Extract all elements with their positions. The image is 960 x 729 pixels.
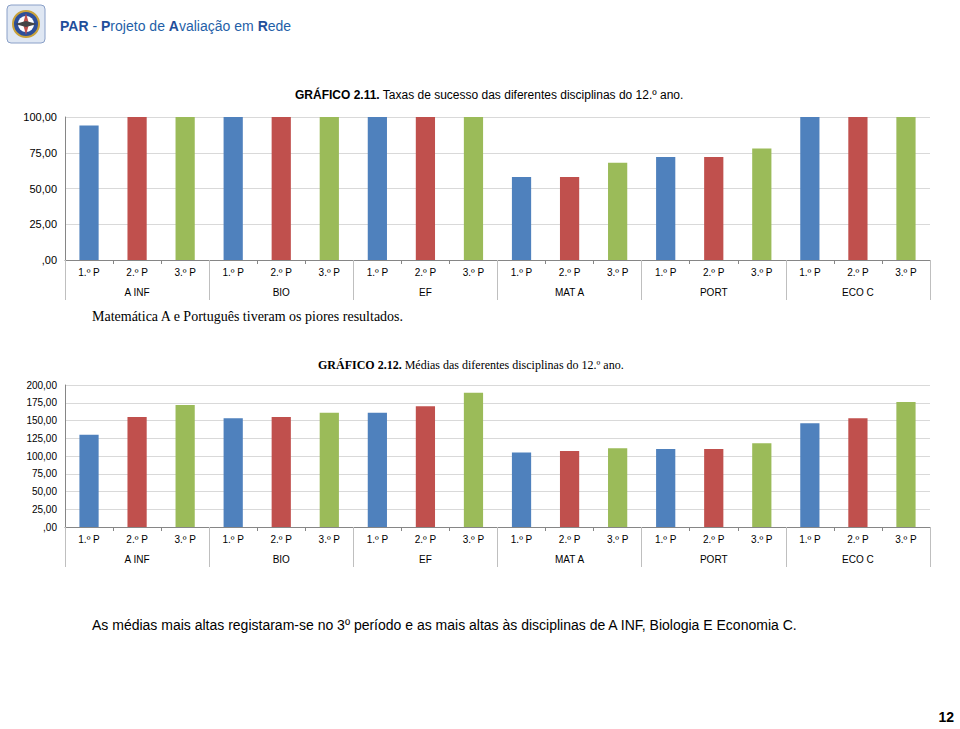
svg-text:2.º P: 2.º P xyxy=(126,534,148,545)
html-text:12: 12 xyxy=(938,709,954,725)
svg-text:PORT: PORT xyxy=(700,287,728,298)
svg-text:,00: ,00 xyxy=(43,522,57,533)
svg-text:175,00: 175,00 xyxy=(26,397,57,408)
svg-text:100,00: 100,00 xyxy=(26,451,57,462)
svg-text:100,00: 100,00 xyxy=(23,111,57,123)
svg-text:2.º P: 2.º P xyxy=(559,267,581,278)
svg-text:2.º P: 2.º P xyxy=(271,267,293,278)
svg-text:Médias das diferentes discipli: Médias das diferentes disciplinas do 12.… xyxy=(402,358,624,372)
svg-text:2.º P: 2.º P xyxy=(271,534,293,545)
svg-text:BIO: BIO xyxy=(273,554,290,565)
svg-text:2.º P: 2.º P xyxy=(415,534,437,545)
svg-text:3.º P: 3.º P xyxy=(895,534,917,545)
svg-text:Taxas de sucesso das diferente: Taxas de sucesso das diferentes discipli… xyxy=(380,88,684,102)
svg-text:1.º P: 1.º P xyxy=(655,267,677,278)
svg-text:1.º P: 1.º P xyxy=(78,267,100,278)
svg-text:3.º P: 3.º P xyxy=(751,267,773,278)
svg-text:ECO C: ECO C xyxy=(842,554,874,565)
svg-text:3.º P: 3.º P xyxy=(174,267,196,278)
svg-text:3.º P: 3.º P xyxy=(174,534,196,545)
svg-text:75,00: 75,00 xyxy=(29,147,57,159)
svg-text:1.º P: 1.º P xyxy=(799,267,821,278)
svg-text:2.º P: 2.º P xyxy=(847,267,869,278)
svg-text:GRÁFICO 2.12.: GRÁFICO 2.12. xyxy=(318,358,402,372)
html-text:P A R - P r o j e t o d e A v: P A R - P r o j e t o d e A v a l i a ç … xyxy=(60,18,292,34)
svg-text:50,00: 50,00 xyxy=(29,183,57,195)
svg-text:75,00: 75,00 xyxy=(32,468,57,479)
svg-text:3.º P: 3.º P xyxy=(607,534,629,545)
svg-text:3.º P: 3.º P xyxy=(463,267,485,278)
svg-text:EF: EF xyxy=(419,287,432,298)
svg-text:125,00: 125,00 xyxy=(26,433,57,444)
svg-text:3.º P: 3.º P xyxy=(607,267,629,278)
svg-text:,00: ,00 xyxy=(42,254,57,266)
svg-text:1.º P: 1.º P xyxy=(511,534,533,545)
svg-text:25,00: 25,00 xyxy=(32,504,57,515)
html-text:Matemática A e Português tiver: Matemática A e Português tiveram os pior… xyxy=(92,309,403,324)
svg-text:MAT A: MAT A xyxy=(555,287,584,298)
svg-text:2.º P: 2.º P xyxy=(703,267,725,278)
svg-text:EF: EF xyxy=(419,554,432,565)
svg-text:3.º P: 3.º P xyxy=(895,267,917,278)
svg-text:MAT A: MAT A xyxy=(555,554,584,565)
svg-text:1.º P: 1.º P xyxy=(222,267,244,278)
svg-text:3.º P: 3.º P xyxy=(319,267,341,278)
svg-text:1.º P: 1.º P xyxy=(78,534,100,545)
svg-text:PORT: PORT xyxy=(700,554,728,565)
svg-text:2.º P: 2.º P xyxy=(703,534,725,545)
svg-text:BIO: BIO xyxy=(273,287,290,298)
svg-text:A INF: A INF xyxy=(125,287,150,298)
html-text:As médias mais altas registara: As médias mais altas registaram-se no 3º… xyxy=(92,617,797,633)
svg-text:A INF: A INF xyxy=(125,554,150,565)
svg-text:1.º P: 1.º P xyxy=(367,534,389,545)
svg-text:3.º P: 3.º P xyxy=(319,534,341,545)
svg-text:1.º P: 1.º P xyxy=(367,267,389,278)
svg-text:1.º P: 1.º P xyxy=(222,534,244,545)
svg-text:200,00: 200,00 xyxy=(26,380,57,391)
svg-text:1.º P: 1.º P xyxy=(799,534,821,545)
svg-text:GRÁFICO 2.11.: GRÁFICO 2.11. xyxy=(295,87,380,102)
svg-text:1.º P: 1.º P xyxy=(511,267,533,278)
svg-text:50,00: 50,00 xyxy=(32,486,57,497)
svg-text:3.º P: 3.º P xyxy=(463,534,485,545)
svg-text:3.º P: 3.º P xyxy=(751,534,773,545)
svg-text:150,00: 150,00 xyxy=(26,415,57,426)
svg-text:2.º P: 2.º P xyxy=(126,267,148,278)
svg-text:ECO C: ECO C xyxy=(842,287,874,298)
svg-text:2.º P: 2.º P xyxy=(559,534,581,545)
svg-text:1.º P: 1.º P xyxy=(655,534,677,545)
svg-text:2.º P: 2.º P xyxy=(847,534,869,545)
svg-text:25,00: 25,00 xyxy=(29,218,57,230)
svg-text:2.º P: 2.º P xyxy=(415,267,437,278)
